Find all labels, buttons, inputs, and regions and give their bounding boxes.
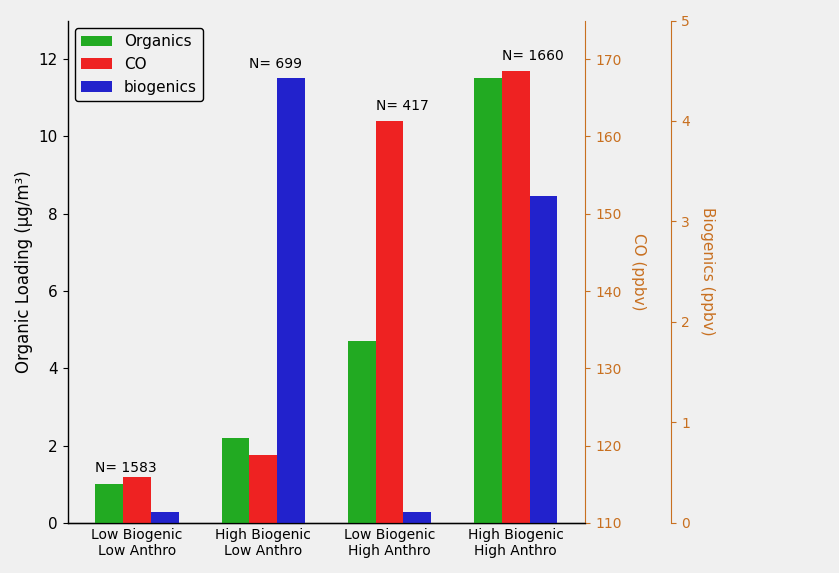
Y-axis label: Organic Loading (μg/m³): Organic Loading (μg/m³) [15, 170, 33, 373]
Text: N= 699: N= 699 [249, 57, 302, 70]
Bar [502, 70, 529, 523]
Bar [96, 484, 123, 523]
Bar [404, 512, 431, 523]
Text: N= 1660: N= 1660 [502, 49, 564, 63]
Text: N= 1583: N= 1583 [96, 461, 157, 474]
Text: N= 417: N= 417 [376, 99, 429, 113]
Bar [277, 79, 305, 523]
Bar [123, 477, 151, 523]
Bar [376, 121, 404, 523]
Bar [151, 512, 179, 523]
Bar [474, 79, 502, 523]
Bar [348, 342, 376, 523]
Bar [529, 197, 557, 523]
Bar [221, 438, 249, 523]
Bar [249, 456, 277, 523]
Y-axis label: CO (ppbv): CO (ppbv) [632, 233, 646, 311]
Y-axis label: Biogenics (ppbv): Biogenics (ppbv) [700, 207, 715, 336]
Legend: Organics, CO, biogenics: Organics, CO, biogenics [76, 28, 203, 101]
